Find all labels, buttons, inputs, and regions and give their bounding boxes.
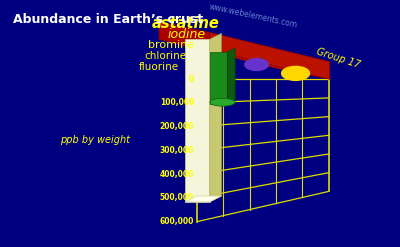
Ellipse shape: [208, 51, 227, 61]
Text: chlorine: chlorine: [144, 51, 186, 61]
Text: 500,000: 500,000: [160, 193, 194, 202]
Ellipse shape: [210, 98, 235, 106]
Polygon shape: [159, 39, 330, 79]
Polygon shape: [210, 32, 330, 79]
Text: 300,000: 300,000: [160, 146, 194, 155]
Text: ppb by weight: ppb by weight: [60, 135, 130, 145]
Polygon shape: [210, 33, 222, 202]
Text: Group 17: Group 17: [315, 47, 362, 71]
Text: fluorine: fluorine: [138, 62, 178, 72]
Text: iodine: iodine: [168, 28, 206, 41]
Bar: [210, 52, 227, 104]
Text: 200,000: 200,000: [160, 122, 194, 131]
Text: bromine: bromine: [148, 40, 194, 50]
Polygon shape: [159, 22, 210, 50]
Polygon shape: [227, 48, 235, 104]
Text: www.webelements.com: www.webelements.com: [209, 2, 299, 30]
Ellipse shape: [210, 51, 225, 60]
Ellipse shape: [245, 59, 268, 70]
Polygon shape: [185, 196, 222, 202]
Text: Abundance in Earth’s crust: Abundance in Earth’s crust: [13, 13, 203, 26]
Text: 0: 0: [189, 75, 194, 84]
Text: astatine: astatine: [152, 16, 220, 31]
Text: 100,000: 100,000: [160, 99, 194, 107]
Text: 600,000: 600,000: [160, 217, 194, 226]
Bar: [185, 39, 210, 202]
Ellipse shape: [282, 66, 310, 80]
Text: 400,000: 400,000: [160, 170, 194, 179]
